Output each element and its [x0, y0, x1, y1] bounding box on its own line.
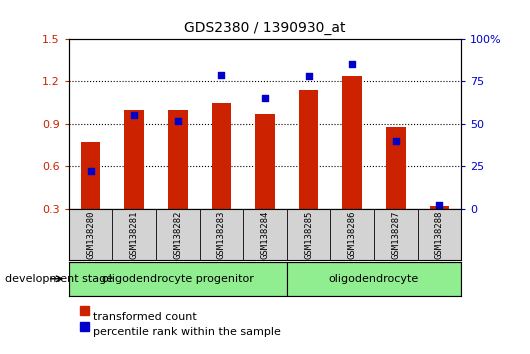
Text: GSM138285: GSM138285	[304, 210, 313, 259]
Bar	[211, 103, 231, 209]
Text: development stage: development stage	[5, 274, 113, 284]
Text: percentile rank within the sample: percentile rank within the sample	[93, 327, 280, 337]
Text: GSM138288: GSM138288	[435, 210, 444, 259]
Point	[435, 202, 444, 208]
Point	[348, 62, 356, 67]
Point	[392, 138, 400, 144]
Bar	[386, 127, 405, 209]
Bar	[168, 110, 188, 209]
Text: transformed count: transformed count	[93, 312, 197, 321]
Text: GSM138287: GSM138287	[391, 210, 400, 259]
Point	[174, 118, 182, 123]
Bar	[429, 206, 449, 209]
Bar	[69, 262, 287, 296]
Text: GSM138284: GSM138284	[261, 210, 269, 259]
Bar	[125, 110, 144, 209]
Title: GDS2380 / 1390930_at: GDS2380 / 1390930_at	[184, 21, 346, 35]
Point	[304, 74, 313, 79]
Text: GSM138282: GSM138282	[173, 210, 182, 259]
Point	[261, 96, 269, 101]
Bar	[81, 142, 101, 209]
Point	[217, 72, 226, 78]
Point	[86, 169, 95, 174]
Bar	[80, 306, 89, 315]
Text: oligodendrocyte progenitor: oligodendrocyte progenitor	[102, 274, 254, 284]
Bar	[80, 322, 89, 331]
Bar	[299, 90, 319, 209]
Text: GSM138283: GSM138283	[217, 210, 226, 259]
Bar	[255, 114, 275, 209]
Text: GSM138286: GSM138286	[348, 210, 357, 259]
Bar	[342, 76, 362, 209]
Point	[130, 113, 138, 118]
Text: oligodendrocyte: oligodendrocyte	[329, 274, 419, 284]
Text: GSM138280: GSM138280	[86, 210, 95, 259]
Text: GSM138281: GSM138281	[130, 210, 139, 259]
Bar	[287, 262, 461, 296]
